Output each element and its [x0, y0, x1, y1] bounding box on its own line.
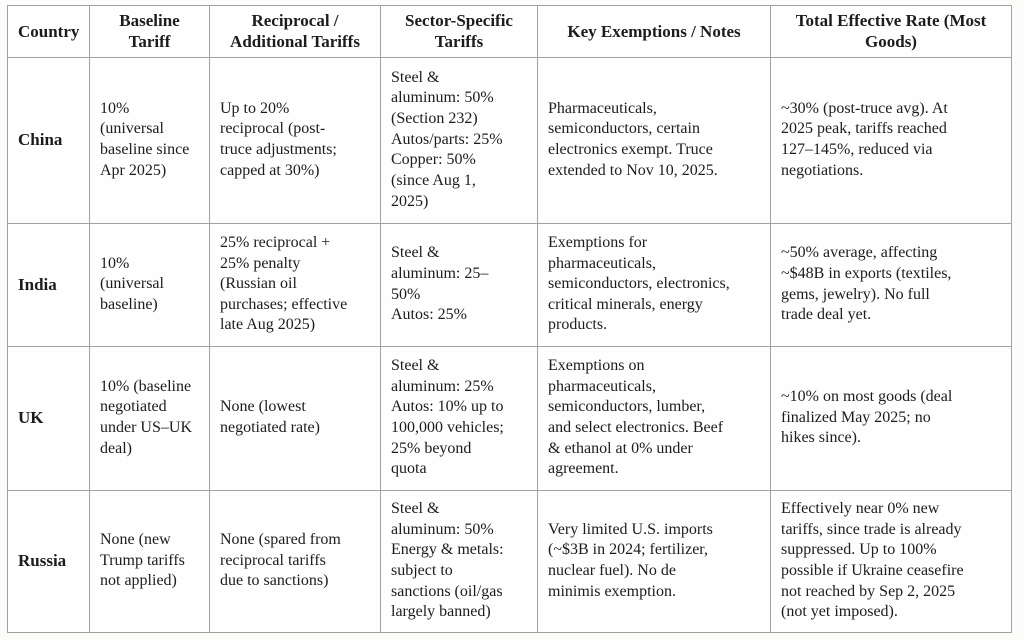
cell-russia-baseline: None (new Trump tariffs not applied) — [89, 489, 210, 633]
cell-uk-sector: Steel & aluminum: 25% Autos: 10% up to 1… — [380, 345, 538, 491]
cell-india-country: India — [7, 222, 90, 347]
tariff-comparison-table: Country Baseline Tariff Reciprocal / Add… — [7, 5, 1012, 633]
cell-uk-total: ~10% on most goods (deal finalized May 2… — [770, 345, 1012, 491]
cell-russia-country: Russia — [7, 489, 90, 633]
tariff-table-container: Country Baseline Tariff Reciprocal / Add… — [7, 5, 1012, 633]
cell-uk-country: UK — [7, 345, 90, 491]
column-header-country: Country — [7, 5, 90, 58]
cell-uk-reciprocal: None (lowest negotiated rate) — [209, 345, 381, 491]
cell-india-total: ~50% average, affecting ~$48B in exports… — [770, 222, 1012, 347]
cell-russia-total: Effectively near 0% new tariffs, since t… — [770, 489, 1012, 633]
cell-china-country: China — [7, 56, 90, 224]
table-row-india: India 10% (universal baseline) 25% recip… — [7, 222, 1012, 347]
column-header-sector-tariffs: Sector-Specific Tariffs — [380, 5, 538, 58]
cell-russia-reciprocal: None (spared from reciprocal tariffs due… — [209, 489, 381, 633]
cell-russia-sector: Steel & aluminum: 50% Energy & metals: s… — [380, 489, 538, 633]
cell-russia-exemptions: Very limited U.S. imports (~$3B in 2024;… — [537, 489, 771, 633]
column-header-key-exemptions: Key Exemptions / Notes — [537, 5, 771, 58]
column-header-total-effective-rate: Total Effective Rate (Most Goods) — [770, 5, 1012, 58]
cell-uk-exemptions: Exemptions on pharmaceuticals, semicondu… — [537, 345, 771, 491]
cell-india-sector: Steel & aluminum: 25– 50% Autos: 25% — [380, 222, 538, 347]
cell-china-exemptions: Pharmaceuticals, semiconductors, certain… — [537, 56, 771, 224]
cell-uk-baseline: 10% (baseline negotiated under US–UK dea… — [89, 345, 210, 491]
table-row-russia: Russia None (new Trump tariffs not appli… — [7, 489, 1012, 633]
cell-china-reciprocal: Up to 20% reciprocal (post- truce adjust… — [209, 56, 381, 224]
cell-india-baseline: 10% (universal baseline) — [89, 222, 210, 347]
cell-china-sector: Steel & aluminum: 50% (Section 232) Auto… — [380, 56, 538, 224]
table-row-china: China 10% (universal baseline since Apr … — [7, 56, 1012, 224]
table-row-uk: UK 10% (baseline negotiated under US–UK … — [7, 345, 1012, 491]
table-header-row: Country Baseline Tariff Reciprocal / Add… — [7, 5, 1012, 58]
cell-india-exemptions: Exemptions for pharmaceuticals, semicond… — [537, 222, 771, 347]
cell-india-reciprocal: 25% reciprocal + 25% penalty (Russian oi… — [209, 222, 381, 347]
cell-china-total: ~30% (post-truce avg). At 2025 peak, tar… — [770, 56, 1012, 224]
column-header-baseline-tariff: Baseline Tariff — [89, 5, 210, 58]
column-header-reciprocal-tariffs: Reciprocal / Additional Tariffs — [209, 5, 381, 58]
cell-china-baseline: 10% (universal baseline since Apr 2025) — [89, 56, 210, 224]
